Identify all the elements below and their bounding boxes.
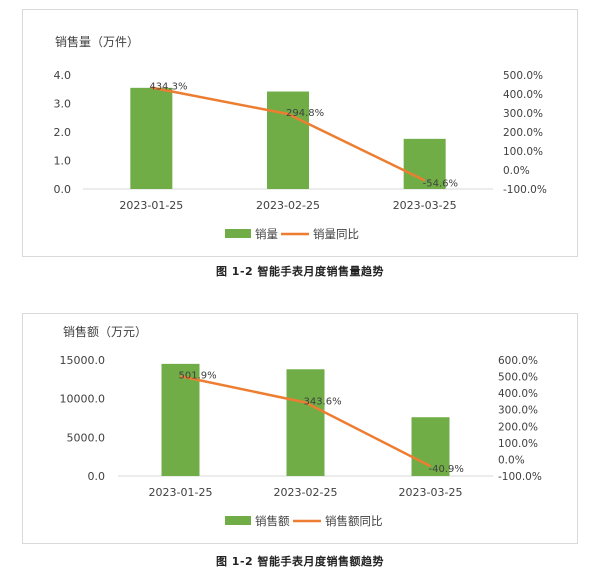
bar-2 [286,369,325,476]
line-data-label-2: 343.6% [304,396,342,407]
x-tick-label-1: 2023-02-25 [256,199,320,212]
x-tick-label-1: 2023-01-25 [119,199,183,212]
y-left-tick-label-1: 3.0 [54,98,72,111]
y-right-tick-label-2: -100.0% [498,471,542,483]
y-right-tick-label-2: 600.0% [498,355,538,367]
y-right-tick-label-1: -100.0% [503,184,547,196]
legend-swatch-bar-2 [225,516,251,525]
y-left-tick-label-1: 1.0 [54,155,72,168]
legend-label-bar-1: 销量 [255,227,278,241]
y-left-tick-label-1: 2.0 [54,126,72,139]
y-right-tick-label-2: 300.0% [498,405,538,417]
legend-label-line-2: 销售额同比 [325,514,383,528]
x-tick-label-2: 2023-03-25 [399,486,463,499]
x-tick-label-2: 2023-02-25 [274,486,338,499]
y-left-tick-label-1: 0.0 [54,183,72,196]
y-right-tick-label-1: 500.0% [503,70,543,82]
line-data-label-1: 434.3% [149,81,187,92]
x-tick-label-2: 2023-01-25 [149,486,213,499]
line-data-label-2: 501.9% [179,370,217,381]
legend-label-bar-2: 销售额 [255,514,290,528]
y-left-tick-label-2: 5000.0 [67,431,106,444]
y-right-tick-label-2: 0.0% [498,454,525,466]
line-series-1 [151,86,426,182]
legend-label-line-1: 销量同比 [313,227,359,241]
y-right-tick-label-2: 500.0% [498,372,538,384]
y-right-tick-label-1: 0.0% [503,165,530,177]
line-data-label-2: -40.9% [429,464,464,475]
line-series-2 [180,375,432,468]
chart-panel-sales-revenue: 销售额（万元） 15000.0 10000.0 5000.0 0.0 600.0% 500.… [22,313,578,544]
y-right-tick-label-1: 400.0% [503,89,543,101]
y-left-tick-label-2: 0.0 [88,470,106,483]
y-right-tick-label-1: 200.0% [503,127,543,139]
line-data-label-1: 294.8% [286,108,324,119]
chart-sales-volume: 销售量（万件） 4.0 3.0 2.0 1.0 0.0 500.0% 400.0% 300.0%… [54,34,547,241]
y-right-tick-label-2: 400.0% [498,388,538,400]
figure-caption-volume: 图 1-2 智能手表月度销售量趋势 [215,265,385,278]
y-right-tick-label-1: 100.0% [503,146,543,158]
line-data-label-1: -54.6% [423,178,458,189]
y-right-tick-label-2: 100.0% [498,438,538,450]
y-left-tick-label-2: 10000.0 [60,393,106,406]
chart-sales-revenue: 销售额（万元） 15000.0 10000.0 5000.0 0.0 600.0% 500.… [60,324,542,528]
legend-swatch-bar-1 [225,229,251,238]
y-left-tick-label-2: 15000.0 [60,354,106,367]
bar-1 [130,87,173,189]
y-right-tick-label-2: 200.0% [498,421,538,433]
chart-panel-sales-volume: 销售量（万件） 4.0 3.0 2.0 1.0 0.0 500.0% 400.0% 300.0%… [22,9,578,257]
y-right-tick-label-1: 300.0% [503,108,543,120]
y-left-tick-label-1: 4.0 [54,69,72,82]
x-tick-label-1: 2023-03-25 [393,199,457,212]
bar-1 [403,138,446,189]
figure-caption-revenue: 图 1-2 智能手表月度销售额趋势 [215,555,385,568]
chart-title-1: 销售量（万件） [55,34,139,49]
bar-2 [161,363,200,476]
bar-1 [267,91,309,189]
chart-title-2: 销售额（万元） [63,324,147,339]
